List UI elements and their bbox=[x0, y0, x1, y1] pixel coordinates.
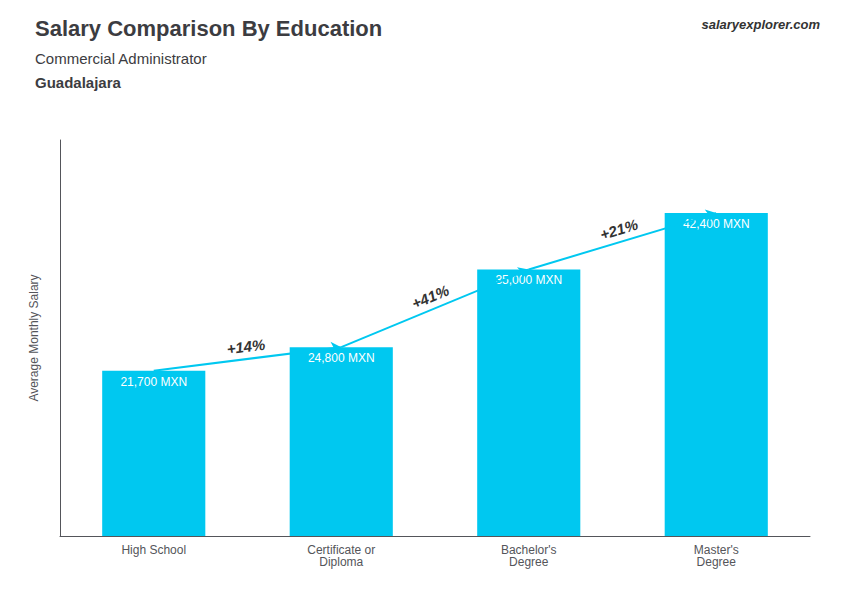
svg-text:Degree: Degree bbox=[509, 555, 549, 569]
svg-text:Salary Comparison By Education: Salary Comparison By Education bbox=[35, 16, 382, 41]
svg-text:High School: High School bbox=[121, 543, 186, 557]
svg-text:Certificate or: Certificate or bbox=[307, 543, 376, 557]
svg-text:Degree: Degree bbox=[697, 555, 737, 569]
svg-text:Master's: Master's bbox=[693, 543, 739, 557]
svg-text:+41%: +41% bbox=[409, 281, 451, 312]
svg-text:Diploma: Diploma bbox=[319, 555, 363, 569]
svg-text:+21%: +21% bbox=[598, 216, 640, 243]
svg-text:Bachelor's: Bachelor's bbox=[500, 543, 557, 557]
svg-text:Average Monthly Salary: Average Monthly Salary bbox=[27, 274, 41, 401]
svg-text:42,400 MXN: 42,400 MXN bbox=[682, 217, 750, 232]
svg-text:Guadalajara: Guadalajara bbox=[35, 74, 122, 91]
svg-text:24,800 MXN: 24,800 MXN bbox=[308, 351, 375, 365]
svg-text:21,700 MXN: 21,700 MXN bbox=[120, 375, 187, 389]
svg-text:+14%: +14% bbox=[226, 336, 267, 358]
svg-text:35,000 MXN: 35,000 MXN bbox=[495, 273, 562, 287]
svg-text:salaryexplorer.com: salaryexplorer.com bbox=[701, 17, 820, 32]
svg-text:Commercial Administrator: Commercial Administrator bbox=[35, 50, 207, 67]
